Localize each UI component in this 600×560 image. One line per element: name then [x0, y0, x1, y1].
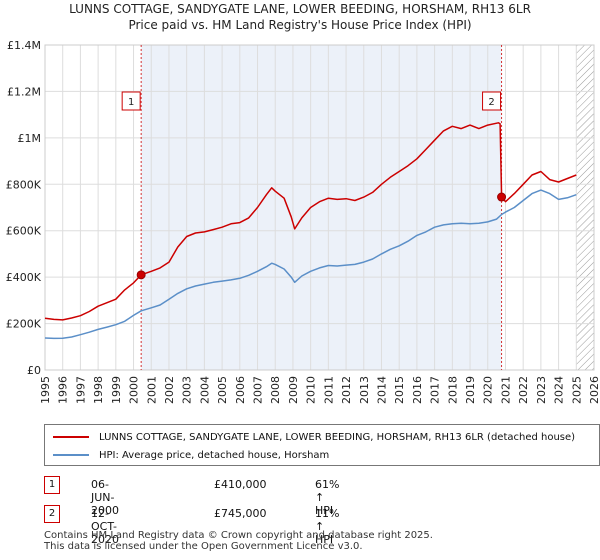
y-tick-label: £1.2M	[7, 85, 41, 98]
x-tick-label: 2014	[375, 376, 388, 404]
x-tick-label: 1998	[92, 376, 105, 404]
y-tick-label: £800K	[6, 178, 42, 191]
forecast-hatch	[576, 45, 594, 370]
x-tick-label: 2005	[216, 376, 229, 404]
y-tick-label: £200K	[6, 318, 42, 331]
plot-border	[44, 44, 595, 371]
transaction-price: £410,000	[214, 478, 267, 491]
x-tick-label: 1999	[110, 376, 123, 404]
x-tick-label: 2000	[128, 376, 141, 404]
transaction-hpi-change: 61% ↑ HPI	[315, 478, 340, 517]
transaction-date: 06-JUN-2000	[91, 478, 119, 517]
x-tick-label: 2018	[446, 376, 459, 404]
x-tick-label: 2015	[393, 376, 406, 404]
x-tick-label: 2007	[252, 376, 265, 404]
x-tick-label: 1997	[74, 376, 87, 404]
chart-subtitle: Price paid vs. HM Land Registry's House …	[128, 18, 472, 32]
legend-swatch-property	[53, 436, 89, 438]
transaction-marker-badge: 2	[44, 505, 60, 523]
y-tick-label: £0	[27, 364, 41, 377]
x-tick-label: 2003	[181, 376, 194, 404]
transaction-marker-badge: 1	[44, 476, 60, 494]
x-tick-label: 2022	[517, 376, 530, 404]
transaction-price: £745,000	[214, 507, 267, 520]
x-tick-label: 2017	[429, 376, 442, 404]
x-tick-label: 1996	[57, 376, 70, 404]
x-tick-label: 2006	[234, 376, 247, 404]
x-tick-label: 1995	[39, 376, 52, 404]
footer: Contains HM Land Registry data © Crown c…	[44, 530, 433, 552]
legend: LUNNS COTTAGE, SANDYGATE LANE, LOWER BEE…	[44, 424, 600, 466]
legend-label-hpi: HPI: Average price, detached house, Hors…	[99, 449, 330, 461]
sale-label-box	[482, 91, 502, 111]
x-tick-label: 2019	[464, 376, 477, 404]
x-tick-label: 2023	[535, 376, 548, 404]
x-tick-label: 2009	[287, 376, 300, 404]
transaction-hpi-change: 11% ↑ HPI	[315, 507, 340, 546]
sale-point	[136, 270, 146, 280]
x-tick-label: 2001	[145, 376, 158, 404]
x-tick-label: 2026	[588, 376, 600, 404]
footer-copyright: Contains HM Land Registry data © Crown c…	[44, 530, 433, 541]
x-tick-label: 2011	[322, 376, 335, 404]
transaction-date: 12-OCT-2020	[91, 507, 119, 546]
ownership-shade	[141, 45, 502, 370]
sale-label-text: 2	[488, 97, 494, 108]
chart-title: LUNNS COTTAGE, SANDYGATE LANE, LOWER BEE…	[69, 2, 531, 16]
x-tick-label: 2020	[482, 376, 495, 404]
legend-label-property: LUNNS COTTAGE, SANDYGATE LANE, LOWER BEE…	[99, 431, 576, 443]
x-tick-label: 2016	[411, 376, 424, 404]
legend-swatch-hpi	[53, 454, 89, 456]
x-tick-label: 2013	[358, 376, 371, 404]
legend-item-hpi: HPI: Average price, detached house, Hors…	[53, 447, 329, 463]
y-tick-label: £400K	[6, 271, 42, 284]
x-tick-label: 2024	[553, 376, 566, 404]
x-tick-label: 2008	[269, 376, 282, 404]
y-tick-label: £1M	[18, 132, 42, 145]
hpi-line	[44, 189, 577, 340]
legend-item-property: LUNNS COTTAGE, SANDYGATE LANE, LOWER BEE…	[53, 429, 575, 445]
sale-label-box	[121, 91, 141, 111]
y-tick-label: £1.4M	[7, 39, 41, 52]
footer-licence: This data is licensed under the Open Gov…	[44, 541, 363, 552]
price-chart: £0 £200K £400K £600K £800K £1M £1.2M £1.4M 1995 1…	[6, 39, 600, 404]
x-tick-label: 2010	[305, 376, 318, 404]
x-tick-label: 2021	[499, 376, 512, 404]
sale-point	[497, 192, 507, 202]
x-tick-label: 2004	[198, 376, 211, 404]
x-tick-label: 2002	[163, 376, 176, 404]
sale-label-text: 1	[128, 97, 134, 108]
y-tick-label: £600K	[6, 225, 42, 238]
x-tick-label: 2012	[340, 376, 353, 404]
x-tick-label: 2025	[570, 376, 583, 404]
